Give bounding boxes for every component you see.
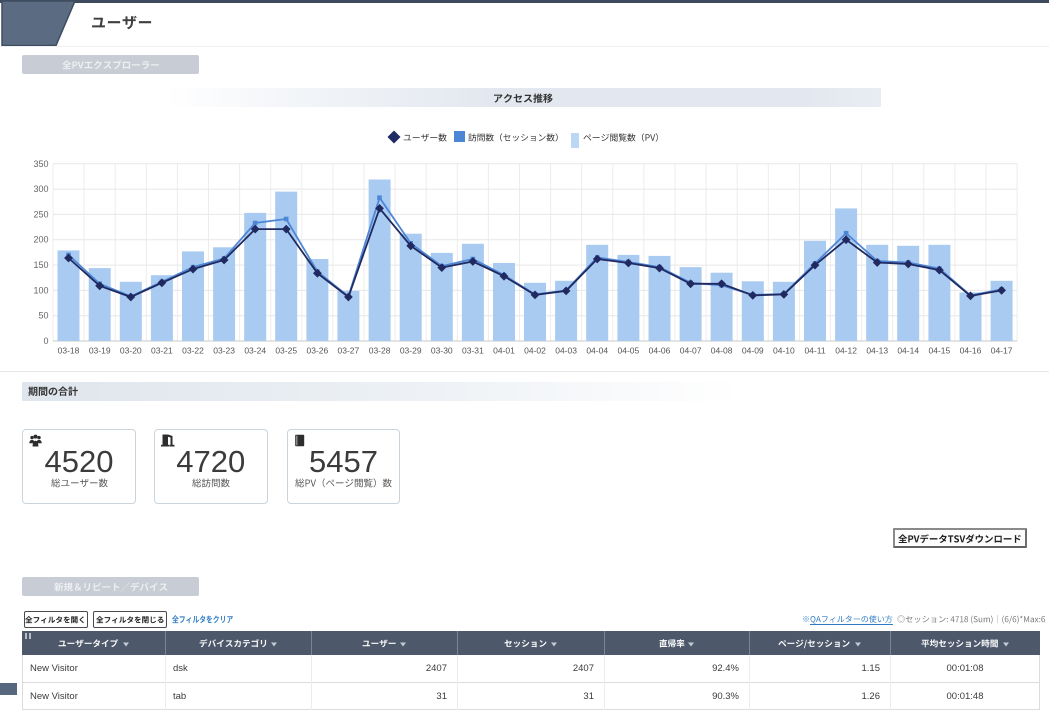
svg-text:03-18: 03-18 [58, 346, 80, 356]
svg-text:04-13: 04-13 [866, 346, 888, 356]
svg-text:150: 150 [33, 260, 48, 270]
svg-text:04-07: 04-07 [680, 346, 702, 356]
svg-text:04-02: 04-02 [524, 346, 546, 356]
svg-text:100: 100 [33, 285, 48, 295]
svg-text:03-19: 03-19 [89, 346, 111, 356]
svg-text:200: 200 [33, 235, 48, 245]
svg-text:03-24: 03-24 [244, 346, 266, 356]
svg-text:0: 0 [43, 336, 48, 346]
svg-text:04-15: 04-15 [929, 346, 951, 356]
svg-text:03-29: 03-29 [400, 346, 422, 356]
svg-text:03-30: 03-30 [431, 346, 453, 356]
svg-text:03-26: 03-26 [307, 346, 329, 356]
svg-text:04-16: 04-16 [960, 346, 982, 356]
svg-text:04-08: 04-08 [711, 346, 733, 356]
svg-text:04-12: 04-12 [835, 346, 857, 356]
svg-text:04-09: 04-09 [742, 346, 764, 356]
svg-text:03-23: 03-23 [213, 346, 235, 356]
svg-text:350: 350 [33, 159, 48, 169]
svg-text:250: 250 [33, 209, 48, 219]
svg-text:04-04: 04-04 [586, 346, 608, 356]
svg-text:04-01: 04-01 [493, 346, 515, 356]
svg-text:04-11: 04-11 [804, 346, 825, 356]
svg-text:03-21: 03-21 [151, 346, 173, 356]
svg-text:03-28: 03-28 [369, 346, 391, 356]
svg-text:04-06: 04-06 [649, 346, 671, 356]
svg-text:04-14: 04-14 [897, 346, 919, 356]
svg-text:03-27: 03-27 [338, 346, 360, 356]
svg-text:04-17: 04-17 [991, 346, 1013, 356]
svg-text:04-10: 04-10 [773, 346, 795, 356]
svg-text:50: 50 [38, 311, 48, 321]
svg-text:03-22: 03-22 [182, 346, 204, 356]
svg-text:04-03: 04-03 [555, 346, 577, 356]
svg-text:04-05: 04-05 [618, 346, 640, 356]
svg-text:03-31: 03-31 [462, 346, 484, 356]
svg-text:300: 300 [33, 184, 48, 194]
svg-text:03-25: 03-25 [275, 346, 297, 356]
svg-text:03-20: 03-20 [120, 346, 142, 356]
